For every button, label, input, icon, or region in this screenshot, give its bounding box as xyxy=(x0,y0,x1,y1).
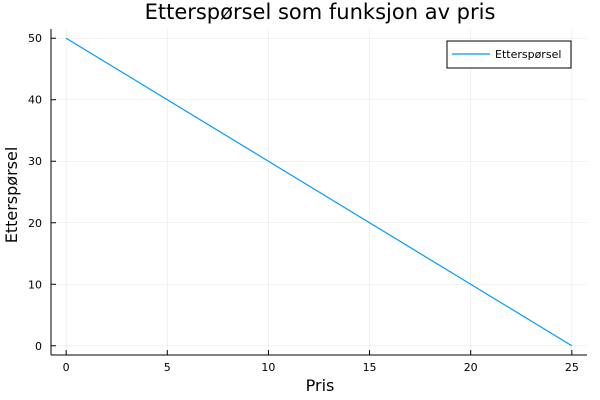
x-tick-label: 25 xyxy=(565,361,579,374)
chart-title: Etterspørsel som funksjon av pris xyxy=(145,0,496,24)
x-tick-label: 20 xyxy=(464,361,478,374)
x-tick-label: 5 xyxy=(164,361,171,374)
x-tick-label: 15 xyxy=(363,361,377,374)
legend: Etterspørsel xyxy=(446,40,572,69)
y-tick-label: 0 xyxy=(35,340,42,353)
axes xyxy=(50,29,587,356)
y-tick-label: 40 xyxy=(28,94,42,107)
series xyxy=(65,37,573,347)
series-line-0 xyxy=(65,37,573,347)
x-axis-label: Pris xyxy=(306,376,335,395)
y-tick-label: 10 xyxy=(28,278,42,291)
y-tick-label: 30 xyxy=(28,155,42,168)
x-tick-label: 10 xyxy=(261,361,275,374)
x-tick-label: 0 xyxy=(63,361,70,374)
y-tick-label: 20 xyxy=(28,217,42,230)
ticks: 0 5 10 15 20 25 0 10 20 30 40 50 xyxy=(28,32,579,374)
legend-entry-label: Etterspørsel xyxy=(495,48,561,61)
grid xyxy=(51,29,587,355)
y-tick-label: 50 xyxy=(28,32,42,45)
y-axis-label: Etterspørsel xyxy=(2,147,21,244)
